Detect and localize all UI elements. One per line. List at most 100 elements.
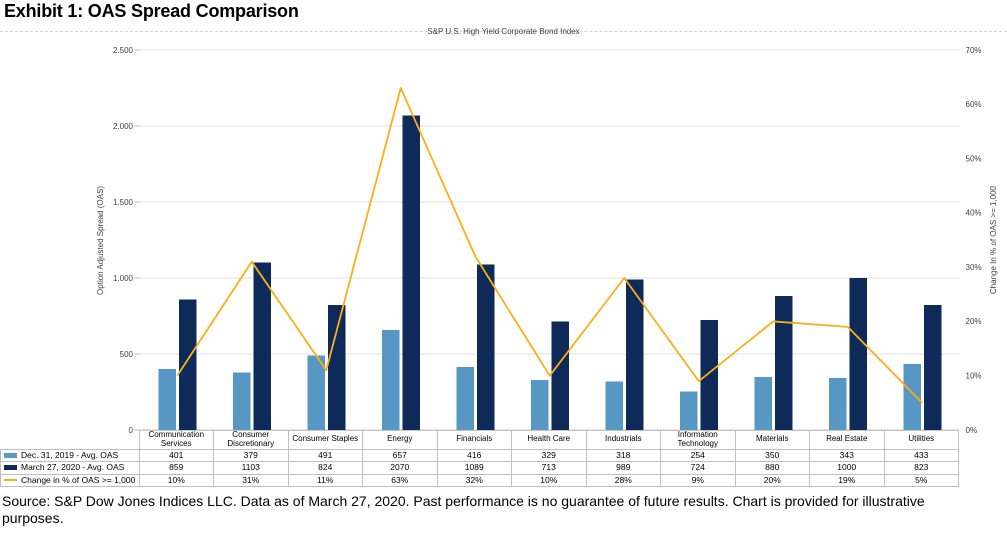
table-value-cell: 350 — [735, 449, 810, 462]
category-header: Real Estate — [810, 430, 885, 450]
page-title: Exhibit 1: OAS Spread Comparison — [4, 1, 299, 21]
table-value-cell: 343 — [810, 449, 885, 462]
right-axis-tick-label: 70% — [966, 46, 982, 55]
table-value-cell: 859 — [139, 462, 214, 475]
bar-mar2020 — [700, 319, 718, 430]
table-value-cell: 416 — [437, 449, 512, 462]
table-value-cell: 28% — [586, 474, 661, 487]
legend-row-label: Change in % of OAS >= 1,000 — [0, 474, 140, 487]
legend-swatch-line — [4, 479, 17, 482]
bar-dec2019 — [158, 369, 176, 430]
series-name: Dec. 31, 2019 - Avg. OAS — [21, 449, 119, 460]
left-axis-tick-label: 2.500 — [113, 46, 134, 55]
table-value-cell: 1000 — [810, 462, 885, 475]
table-value-cell: 713 — [512, 462, 587, 475]
table-value-cell: 2070 — [363, 462, 438, 475]
table-value-cell: 9% — [661, 474, 736, 487]
table-value-cell: 657 — [363, 449, 438, 462]
category-header: Consumer Discretionary — [214, 430, 289, 450]
left-axis-tick-label: 1.500 — [113, 198, 134, 207]
left-axis-tick-label: 500 — [120, 350, 134, 359]
right-axis-title: Change In % of OAS >= 1,000 — [986, 50, 1000, 430]
table-value-cell: 31% — [214, 474, 289, 487]
legend-swatch-bar1 — [4, 465, 17, 471]
right-axis-tick-label: 50% — [966, 154, 982, 163]
bar-dec2019 — [903, 364, 921, 430]
right-axis-title-text: Change In % of OAS >= 1,000 — [988, 185, 998, 295]
legend-row-label: Dec. 31, 2019 - Avg. OAS — [0, 449, 140, 462]
table-value-cell: 10% — [512, 474, 587, 487]
bar-dec2019 — [456, 366, 474, 430]
source-note: Source: S&P Dow Jones Indices LLC. Data … — [2, 493, 925, 527]
legend-row-label: March 27, 2020 - Avg. OAS — [0, 462, 140, 475]
category-header: Consumer Staples — [288, 430, 363, 450]
category-header: Communication Services — [139, 430, 214, 450]
table-value-cell: 824 — [288, 462, 363, 475]
table-value-cell: 989 — [586, 462, 661, 475]
right-axis-tick-label: 30% — [966, 263, 982, 272]
table-value-cell: 880 — [735, 462, 810, 475]
bar-mar2020 — [327, 304, 346, 430]
bar-dec2019 — [307, 355, 325, 430]
plot-canvas: 05001.0001.5002.0002.5000%10%20%30%40%50… — [113, 46, 982, 435]
table-value-cell: 32% — [437, 474, 512, 487]
table-value-cell: 19% — [810, 474, 885, 487]
bar-dec2019 — [679, 391, 698, 430]
left-axis-title-text: Option Adjusted Spread (OAS) — [95, 185, 105, 295]
chart-title: S&P U.S. High Yield Corporate Bond Index — [427, 27, 580, 36]
right-axis-tick-label: 60% — [966, 100, 982, 109]
bar-dec2019 — [530, 379, 549, 430]
table-value-cell: 10% — [139, 474, 214, 487]
category-header: Information Technology — [661, 430, 736, 450]
left-axis-title: Option Adjusted Spread (OAS) — [93, 50, 107, 430]
table-value-cell: 433 — [884, 449, 959, 462]
right-axis-tick-label: 0% — [966, 426, 978, 435]
table-value-cell: 318 — [586, 449, 661, 462]
right-axis-tick-label: 20% — [966, 317, 982, 326]
bar-mar2020 — [923, 304, 942, 430]
bar-dec2019 — [828, 377, 847, 430]
table-value-cell: 63% — [363, 474, 438, 487]
change-pct-line — [176, 87, 923, 404]
table-value-cell: 379 — [214, 449, 289, 462]
bar-dec2019 — [754, 376, 772, 430]
series-name: March 27, 2020 - Avg. OAS — [21, 462, 125, 473]
bar-mar2020 — [551, 321, 569, 430]
bar-mar2020 — [178, 299, 197, 430]
bar-dec2019 — [232, 372, 251, 430]
category-header: Energy — [363, 430, 438, 450]
table-value-cell: 11% — [288, 474, 363, 487]
table-value-cell: 1089 — [437, 462, 512, 475]
data-table: Communication Services Consumer Discretio… — [0, 430, 959, 487]
table-value-cell: 401 — [139, 449, 214, 462]
series-name: Change in % of OAS >= 1,000 — [21, 474, 136, 485]
bar-dec2019 — [381, 330, 400, 430]
left-axis-tick-label: 1.000 — [113, 274, 134, 283]
table-value-cell: 5% — [884, 474, 959, 487]
table-value-cell: 20% — [735, 474, 810, 487]
bar-mar2020 — [774, 296, 793, 430]
table-value-cell: 724 — [661, 462, 736, 475]
bar-mar2020 — [625, 279, 644, 430]
oas-chart: S&P U.S. High Yield Corporate Bond Index… — [0, 27, 1007, 494]
right-axis-tick-label: 40% — [966, 209, 982, 218]
category-header: Utilities — [884, 430, 959, 450]
bar-mar2020 — [849, 278, 867, 430]
bar-mar2020 — [476, 264, 495, 430]
table-value-cell: 823 — [884, 462, 959, 475]
table-value-cell: 254 — [661, 449, 736, 462]
category-header: Financials — [437, 430, 512, 450]
table-value-cell: 1103 — [214, 462, 289, 475]
bar-dec2019 — [605, 381, 623, 430]
left-axis-tick-label: 2.000 — [113, 122, 134, 131]
category-header: Industrials — [586, 430, 661, 450]
legend-swatch-bar0 — [4, 452, 17, 458]
bar-mar2020 — [253, 262, 271, 430]
bar-mar2020 — [402, 115, 420, 431]
table-value-cell: 329 — [512, 449, 587, 462]
right-axis-tick-label: 10% — [966, 372, 982, 381]
category-header: Materials — [735, 430, 810, 450]
table-value-cell: 491 — [288, 449, 363, 462]
table-corner-cell — [0, 430, 140, 450]
category-header: Health Care — [512, 430, 587, 450]
